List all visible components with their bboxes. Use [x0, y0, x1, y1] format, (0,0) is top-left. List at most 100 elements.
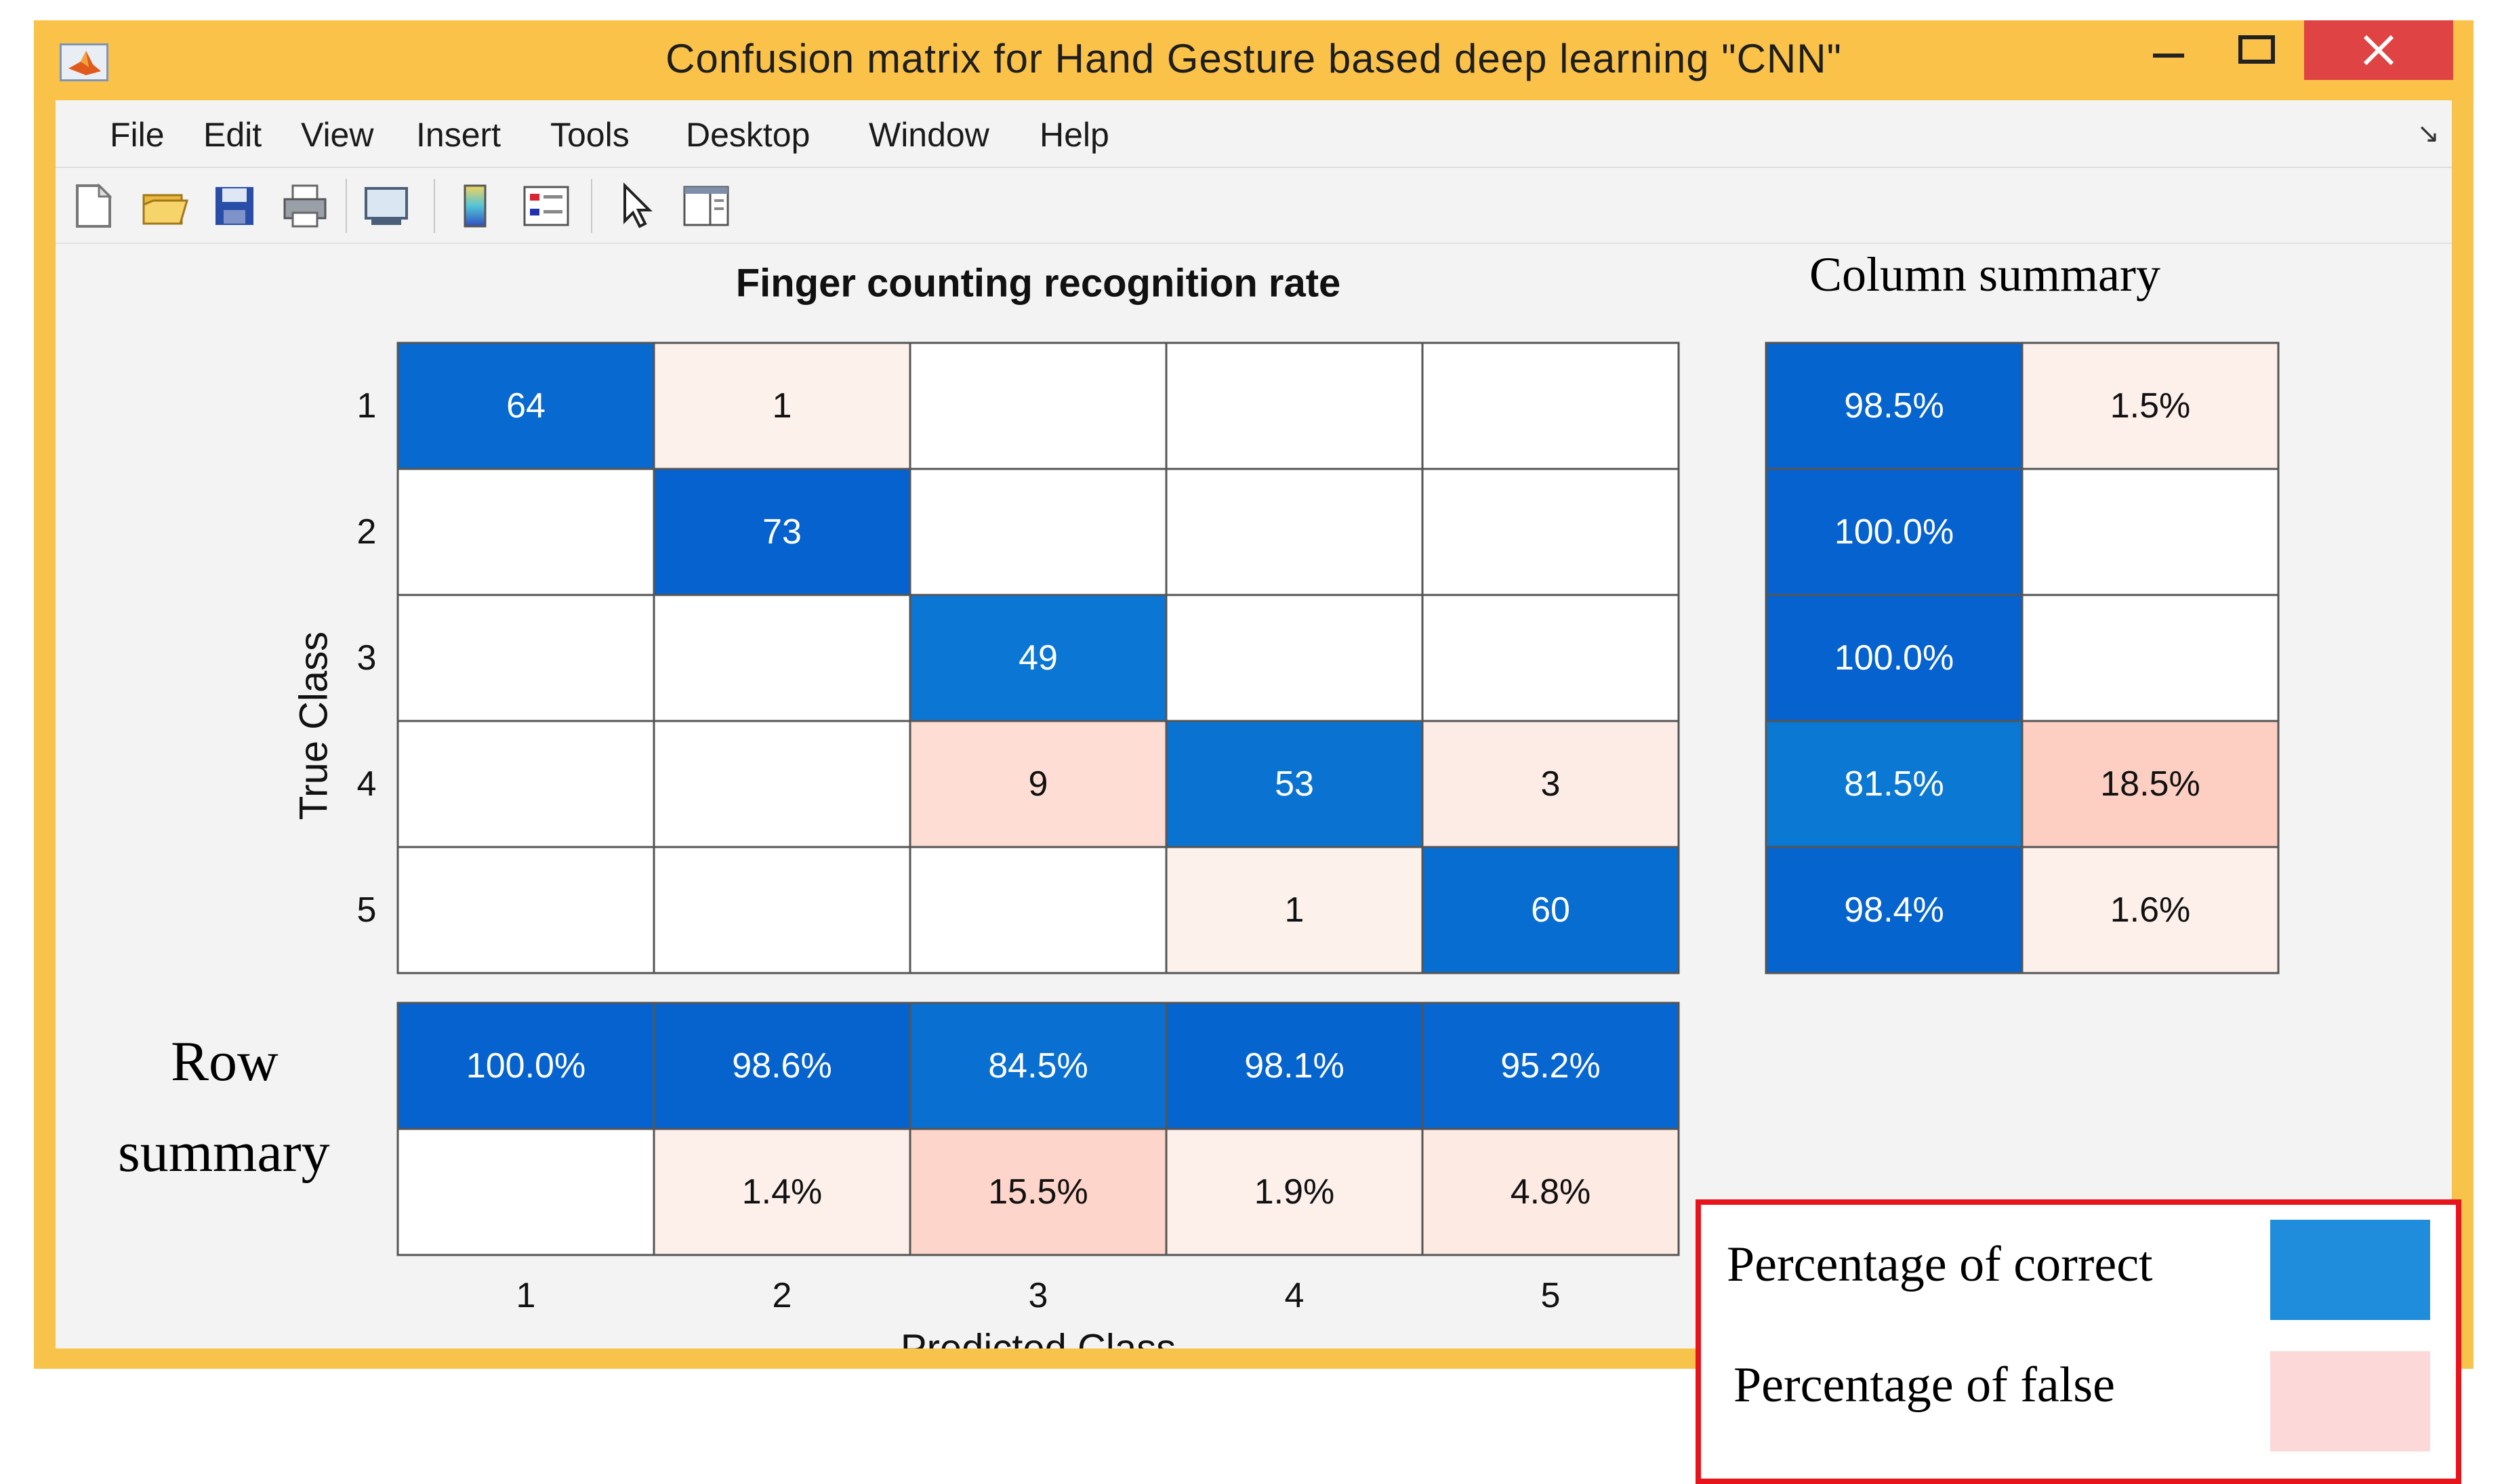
link-button[interactable] [362, 182, 411, 230]
matrix-cell [1165, 342, 1424, 470]
row-summary-false-value: 1.4% [742, 1172, 823, 1212]
row-summary-correct-value: 100.0% [466, 1046, 586, 1086]
menu-bar: File Edit View Insert Tools Desktop Wind… [56, 100, 2452, 168]
row-summary-false-cell [909, 1128, 1168, 1256]
matrix-cell [1421, 468, 1680, 596]
column-summary-correct-cell [1765, 846, 2024, 974]
matrix-cell-value: 3 [1541, 764, 1561, 804]
matrix-cell-value: 53 [1275, 764, 1314, 804]
y-tick-label: 3 [357, 638, 377, 678]
y-tick-label: 1 [357, 386, 377, 426]
row-summary-false-cell [396, 1128, 655, 1256]
matrix-cell [396, 342, 655, 470]
y-tick-label: 2 [357, 512, 377, 552]
matrix-cell-value: 1 [1285, 890, 1305, 930]
column-summary-false-value: 18.5% [2100, 764, 2200, 804]
new-file-icon [76, 183, 112, 228]
figure-window: Confusion matrix for Hand Gesture based … [34, 20, 2474, 1484]
open-button[interactable] [140, 182, 189, 230]
legend-icon [523, 186, 569, 226]
column-summary-false-value: 1.5% [2110, 386, 2191, 426]
matrix-cell-value: 1 [773, 386, 792, 426]
row-summary-correct-cell [909, 1002, 1168, 1130]
menu-tools[interactable]: Tools [550, 116, 630, 154]
matlab-icon [60, 43, 108, 81]
legend-correct-swatch [2270, 1220, 2430, 1320]
row-summary-correct-value: 98.1% [1244, 1046, 1344, 1086]
column-summary-false-cell [2021, 846, 2280, 974]
property-inspector-button[interactable] [682, 182, 731, 230]
row-summary-correct-cell [1165, 1002, 1424, 1130]
print-button[interactable] [281, 182, 329, 230]
menu-view[interactable]: View [301, 116, 374, 154]
title-bar[interactable]: Confusion matrix for Hand Gesture based … [34, 20, 2474, 100]
maximize-icon [2238, 35, 2275, 64]
matrix-cell [909, 468, 1168, 596]
save-button[interactable] [210, 182, 259, 230]
row-summary-correct-value: 95.2% [1500, 1046, 1600, 1086]
legend-button[interactable] [522, 182, 571, 230]
close-icon [2363, 35, 2394, 66]
maximize-button[interactable] [2213, 20, 2301, 80]
column-summary-correct-value: 81.5% [1844, 764, 1944, 804]
figure-canvas: Finger counting recognition rate 64 1 73 49 9… [56, 244, 2461, 1484]
folder-open-icon [142, 194, 189, 225]
matrix-cell-value: 60 [1531, 890, 1570, 930]
matrix-cell [396, 720, 655, 848]
x-tick-label: 3 [1029, 1276, 1048, 1315]
matrix-cell [909, 342, 1168, 470]
menu-file[interactable]: File [110, 116, 165, 154]
close-button[interactable] [2304, 20, 2453, 80]
matrix-cell [653, 594, 911, 722]
toolbar [56, 168, 2452, 244]
row-summary-false-cell [1165, 1128, 1424, 1256]
new-figure-button[interactable] [69, 182, 118, 230]
row-summary-false-value: 15.5% [988, 1172, 1088, 1212]
legend-correct-label: Percentage of correct [1727, 1237, 2153, 1292]
legend-false-swatch [2270, 1351, 2430, 1451]
matrix-cell-value: 64 [506, 386, 546, 426]
menu-desktop[interactable]: Desktop [686, 116, 810, 154]
menu-edit[interactable]: Edit [203, 116, 262, 154]
menu-window[interactable]: Window [869, 116, 989, 154]
colorbar-icon [464, 184, 487, 228]
toolbar-separator [591, 179, 592, 233]
menu-insert[interactable]: Insert [416, 116, 501, 154]
row-summary-correct-value: 84.5% [988, 1046, 1088, 1086]
matrix-cell [653, 846, 911, 974]
column-summary-correct-value: 100.0% [1834, 638, 1954, 678]
column-summary-false-cell [2021, 720, 2280, 848]
column-summary-correct-value: 98.4% [1844, 890, 1944, 930]
matrix-cell [1421, 846, 1680, 974]
x-axis-label: Predicted Class [901, 1327, 1176, 1349]
row-summary-false-cell [653, 1128, 911, 1256]
matrix-cell [909, 720, 1168, 848]
matrix-cell [653, 342, 911, 470]
matrix-cell-value: 73 [762, 512, 802, 552]
row-summary-correct-cell [1421, 1002, 1680, 1130]
matrix-cell [1165, 468, 1424, 596]
colorbar-button[interactable] [451, 182, 500, 230]
matrix-cell [1421, 720, 1680, 848]
edit-plot-button[interactable] [613, 182, 661, 230]
save-icon [215, 187, 253, 225]
matrix-cell-value: 9 [1029, 764, 1048, 804]
matrix-cell [1165, 846, 1424, 974]
matrix-cell [653, 720, 911, 848]
column-summary-false-cell [2021, 468, 2280, 596]
toolbar-separator [346, 179, 347, 233]
chart-title: Finger counting recognition rate [736, 262, 1341, 306]
minimize-button[interactable] [2125, 20, 2213, 80]
panel-icon [683, 186, 729, 226]
menu-help[interactable]: Help [1040, 116, 1109, 154]
row-summary-correct-cell [396, 1002, 655, 1130]
column-summary-correct-value: 98.5% [1844, 386, 1944, 426]
dock-arrow-icon[interactable]: ↘ [2417, 118, 2440, 149]
row-summary-title-line2: summary [118, 1121, 330, 1184]
matrix-cell [1165, 594, 1424, 722]
matrix-cell [396, 594, 655, 722]
minimize-icon [2153, 54, 2184, 58]
row-summary-false-value: 1.9% [1254, 1172, 1335, 1212]
matrix-cell [1421, 342, 1680, 470]
